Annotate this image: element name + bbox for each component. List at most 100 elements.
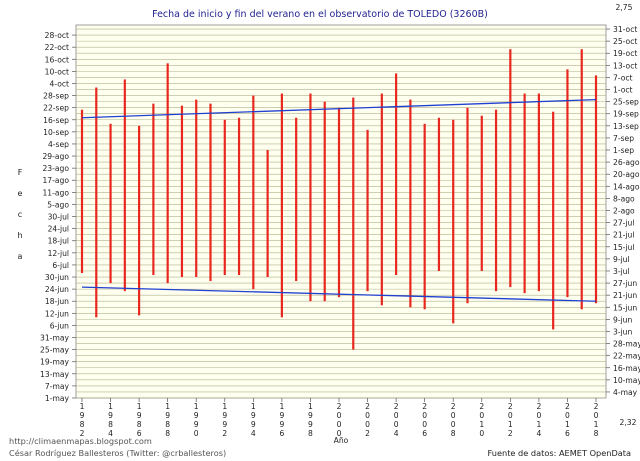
y-left-tick-label: 18-jun bbox=[45, 297, 69, 306]
y-right-tick-label: 1-sep bbox=[613, 146, 634, 155]
y-right-tick-label: 7-oct bbox=[613, 73, 633, 82]
y-right-tick-label: 21-jun bbox=[613, 291, 637, 300]
y-left-tick-label: 10-oct bbox=[45, 67, 69, 76]
summer-bar bbox=[409, 99, 412, 308]
y-right-tick-label: 1-oct bbox=[613, 86, 633, 95]
y-left-tick-label: 28-sep bbox=[43, 92, 69, 101]
y-right-tick-label: 13-sep bbox=[613, 122, 639, 131]
summer-bar bbox=[337, 107, 341, 298]
y-left-tick-label: 12-jun bbox=[45, 309, 69, 318]
y-right-tick-label: 3-jul bbox=[613, 267, 630, 276]
summer-bar bbox=[523, 93, 526, 294]
summer-bar bbox=[537, 93, 540, 292]
left-axis-ticks: 1-may 7-may 13-may 19-may 25-may 31-may 6-jun 1… bbox=[40, 31, 76, 403]
y-left-tick-label: 4-sep bbox=[48, 140, 69, 149]
y-right-tick-label: 25-sep bbox=[613, 98, 639, 107]
summer-bar bbox=[152, 103, 155, 276]
start-trend-line bbox=[81, 286, 597, 302]
summer-bar bbox=[123, 79, 126, 292]
summer-bar bbox=[395, 73, 398, 276]
end-trend-line bbox=[81, 98, 597, 119]
y-right-tick-label: 22-may bbox=[613, 352, 640, 361]
summer-bar bbox=[466, 107, 469, 304]
y-left-tick-label: 4-oct bbox=[49, 79, 69, 88]
y-axis-label: Fe c h a bbox=[17, 168, 22, 261]
y-left-tick-label: 22-oct bbox=[45, 43, 69, 52]
y-right-tick-label: 2-ago bbox=[613, 206, 635, 215]
y-right-tick-label: 8-ago bbox=[613, 194, 635, 203]
y-left-tick-label: 25-may bbox=[40, 346, 69, 355]
summer-bar bbox=[80, 109, 84, 273]
summer-bar bbox=[352, 97, 355, 350]
x-axis-ticks: 1 9 8 2 1 9 8 4 1 9 8 6 1 9 8 8 1 9 9 0 1 9 9 2 1 9 9 4 1 9 9 6 1 9 9 8 2 0 0 0… bbox=[80, 398, 599, 438]
y-left-tick-label: 29-ago bbox=[42, 152, 69, 161]
summer-bar bbox=[494, 109, 498, 292]
y-left-tick-label: 23-ago bbox=[42, 164, 69, 173]
y-axis-label-letter: h bbox=[17, 231, 22, 240]
y-left-tick-label: 1-may bbox=[45, 394, 70, 403]
y-axis-label-letter: a bbox=[18, 252, 23, 261]
summer-bar bbox=[594, 75, 598, 304]
y-left-tick-label: 19-may bbox=[40, 358, 69, 367]
summer-bar bbox=[323, 101, 326, 302]
y-left-tick-label: 11-ago bbox=[42, 188, 69, 197]
y-left-tick-label: 17-ago bbox=[42, 176, 69, 185]
y-right-tick-label: 26-ago bbox=[613, 158, 640, 167]
footer-blog-url: http://climaenmapas.blogspot.com bbox=[9, 436, 152, 446]
summer-bar bbox=[552, 111, 555, 330]
y-right-tick-label: 10-may bbox=[613, 376, 640, 385]
summer-bar bbox=[166, 63, 169, 284]
y-left-tick-label: 12-jul bbox=[48, 249, 69, 258]
y-left-tick-label: 13-may bbox=[40, 370, 69, 379]
summer-bar bbox=[366, 129, 369, 292]
summer-bar bbox=[309, 93, 312, 302]
y-left-tick-label: 24-jun bbox=[45, 285, 69, 294]
y-left-tick-label: 22-sep bbox=[43, 104, 69, 113]
y-left-tick-label: 30-jul bbox=[48, 213, 69, 222]
y-right-tick-label: 21-jul bbox=[613, 231, 634, 240]
trend-lines bbox=[81, 98, 597, 302]
right-axis-top: 2,75 bbox=[616, 3, 633, 12]
y-right-tick-label: 20-ago bbox=[613, 170, 640, 179]
summer-bar bbox=[109, 123, 112, 284]
y-left-tick-label: 30-jun bbox=[45, 273, 69, 282]
footer-data-source: Fuente de datos: AEMET OpenData bbox=[488, 448, 631, 458]
summer-bar bbox=[209, 103, 212, 282]
right-axis-ticks: 4-may 10-may 16-may 22-may 28-may 3-jun 9-jun 1… bbox=[606, 25, 640, 397]
summer-bar bbox=[380, 93, 383, 306]
gridlines bbox=[76, 28, 606, 399]
summer-bar bbox=[266, 150, 269, 278]
y-right-tick-label: 16-may bbox=[613, 364, 640, 373]
y-right-tick-label: 25-oct bbox=[613, 37, 637, 46]
summer-bar bbox=[452, 119, 455, 324]
summer-bar bbox=[95, 87, 98, 318]
y-axis-label-letter: c bbox=[18, 210, 22, 219]
y-left-tick-label: 10-sep bbox=[43, 128, 69, 137]
y-right-tick-label: 14-ago bbox=[613, 182, 640, 191]
y-right-tick-label: 13-oct bbox=[613, 61, 637, 70]
y-right-tick-label: 3-jun bbox=[613, 327, 632, 336]
y-left-tick-label: 28-oct bbox=[45, 31, 69, 40]
summer-bar bbox=[437, 117, 441, 271]
y-right-tick-label: 28-may bbox=[613, 340, 640, 349]
summer-bar bbox=[237, 117, 241, 276]
y-left-tick-label: 16-oct bbox=[45, 55, 69, 64]
summer-bar bbox=[252, 95, 255, 290]
y-right-tick-label: 19-sep bbox=[613, 110, 639, 119]
summer-bar bbox=[566, 69, 569, 298]
